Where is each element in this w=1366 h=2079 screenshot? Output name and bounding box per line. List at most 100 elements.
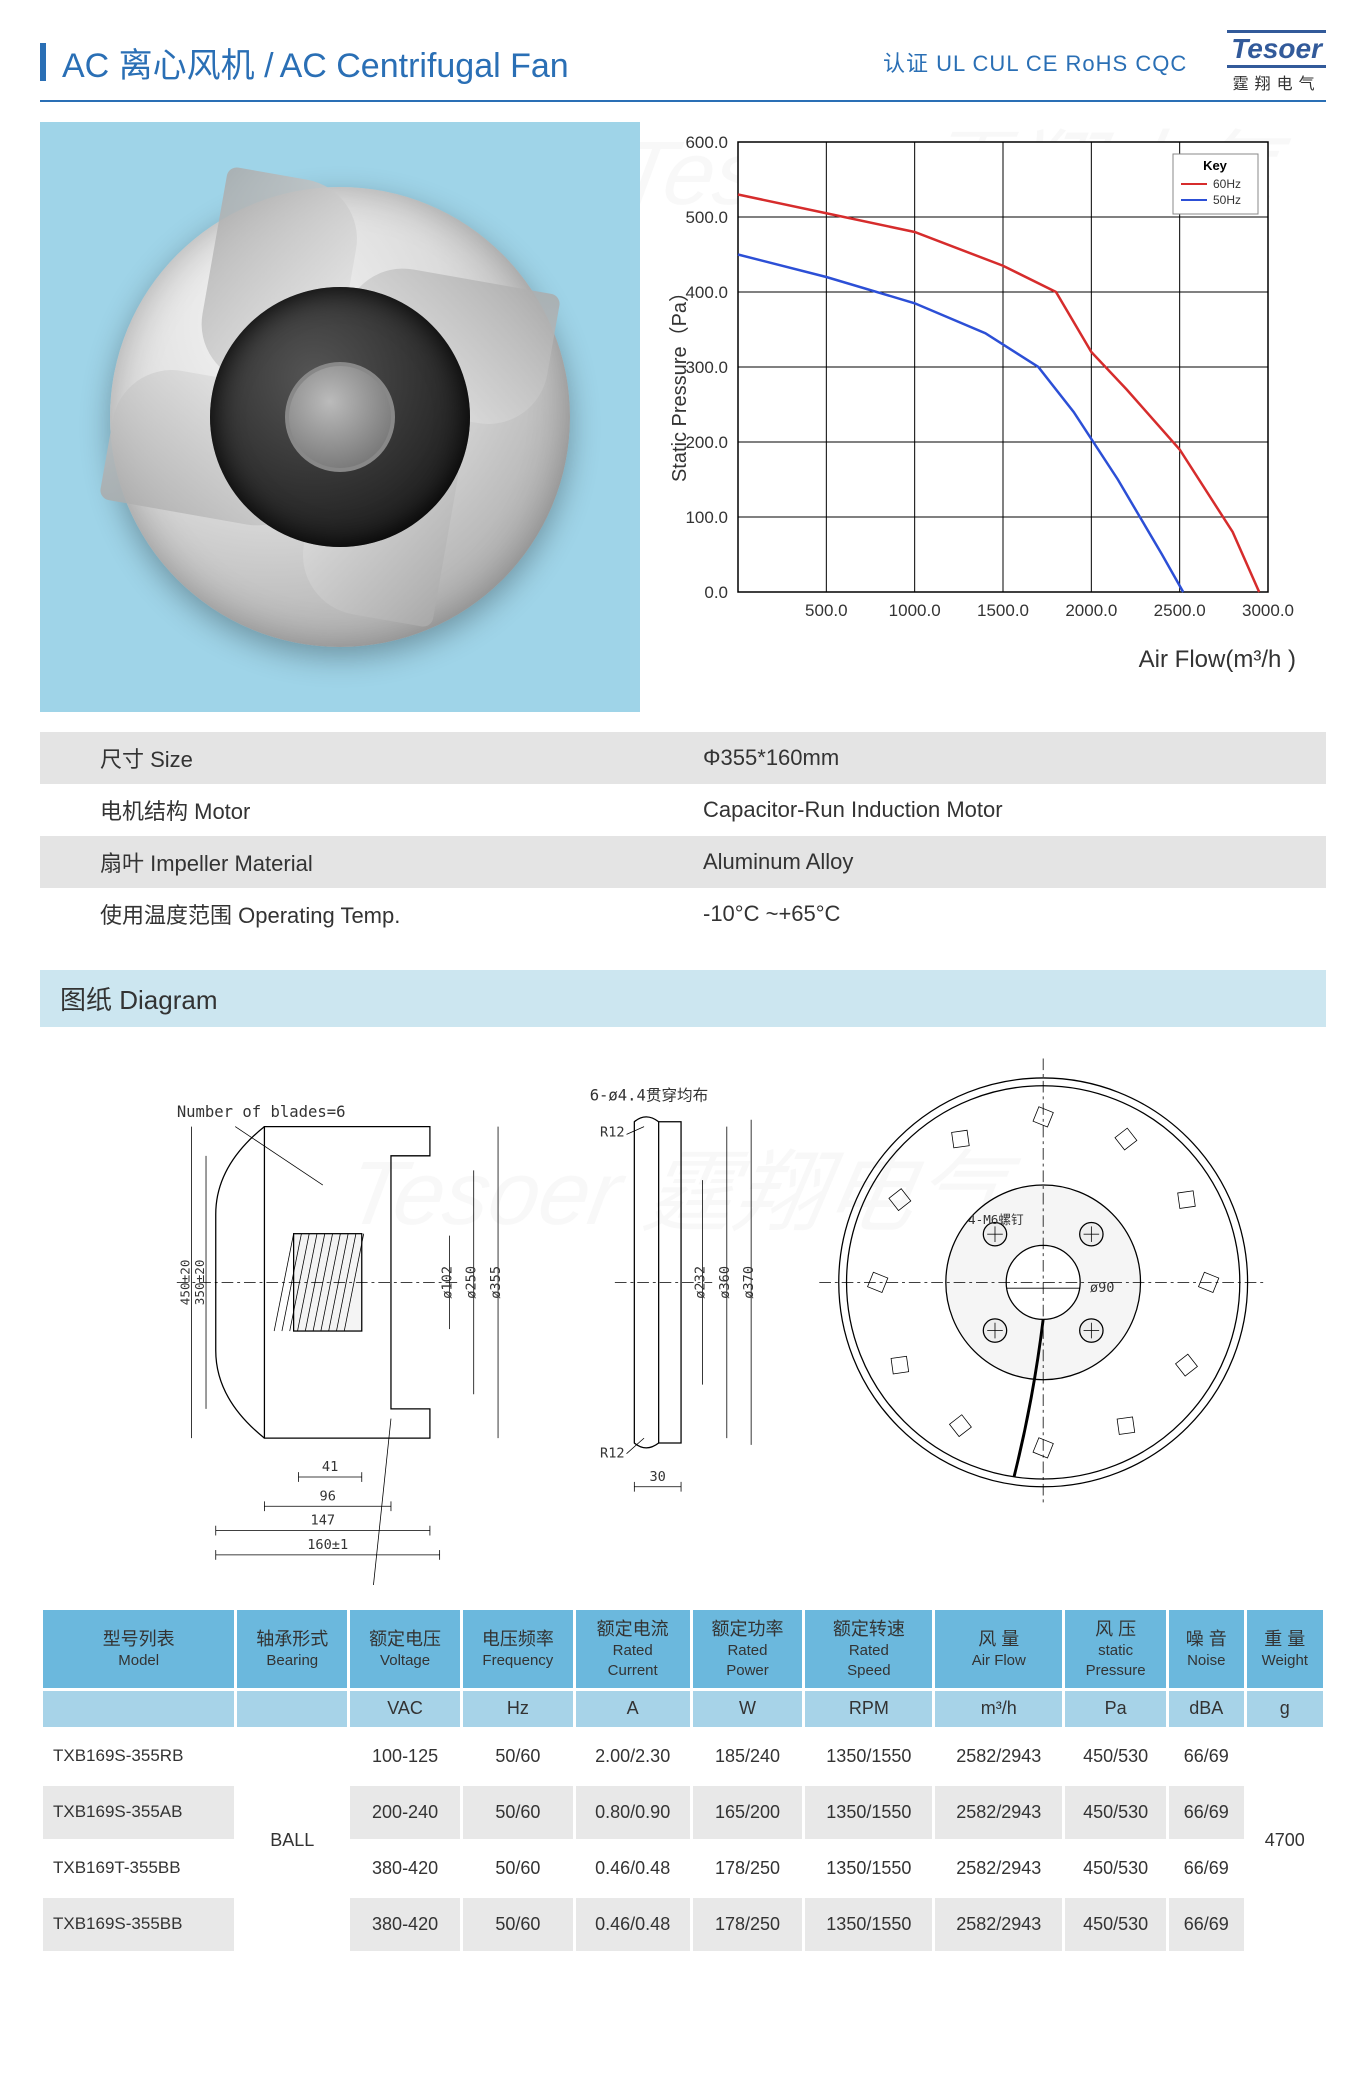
- diagram-area: Number of blades=6ø102ø250ø355450±20350±…: [40, 1027, 1326, 1597]
- svg-text:41: 41: [322, 1460, 338, 1476]
- svg-text:ø232: ø232: [692, 1266, 708, 1299]
- col-unit: W: [693, 1691, 803, 1726]
- col-unit: Hz: [463, 1691, 573, 1726]
- col-unit: VAC: [350, 1691, 460, 1726]
- col-header: 额定功率RatedPower: [693, 1610, 803, 1688]
- value-cell: 50/60: [463, 1730, 573, 1783]
- value-cell: 1350/1550: [805, 1786, 932, 1839]
- svg-text:Key: Key: [1203, 158, 1228, 173]
- spec-value: Capacitor-Run Induction Motor: [683, 784, 1326, 836]
- header: AC 离心风机 / AC Centrifugal Fan 认证 UL CUL C…: [40, 30, 1326, 102]
- svg-text:160±1: 160±1: [307, 1538, 348, 1554]
- svg-text:2500.0: 2500.0: [1154, 601, 1206, 620]
- value-cell: 2582/2943: [935, 1786, 1062, 1839]
- col-unit: m³/h: [935, 1691, 1062, 1726]
- svg-text:R12: R12: [600, 1125, 625, 1141]
- col-unit: Pa: [1065, 1691, 1166, 1726]
- weight-cell: 4700: [1247, 1730, 1323, 1951]
- value-cell: 178/250: [693, 1842, 803, 1895]
- spec-label: 扇叶 Impeller Material: [40, 836, 683, 888]
- value-cell: 0.46/0.48: [576, 1898, 690, 1951]
- title-cn: AC 离心风机 /: [62, 38, 274, 87]
- value-cell: 450/530: [1065, 1898, 1166, 1951]
- svg-text:450±20: 450±20: [177, 1260, 192, 1306]
- title-en: AC Centrifugal Fan: [280, 47, 569, 86]
- svg-text:60Hz: 60Hz: [1213, 177, 1241, 191]
- svg-text:500.0: 500.0: [805, 601, 848, 620]
- logo: Tesoer 霆翔电气: [1227, 30, 1326, 94]
- svg-text:4-M6螺钉: 4-M6螺钉: [968, 1212, 1024, 1227]
- certifications: 认证 UL CUL CE RoHS CQC: [883, 46, 1187, 78]
- value-cell: 66/69: [1169, 1898, 1244, 1951]
- col-unit: dBA: [1169, 1691, 1244, 1726]
- spec-label: 使用温度范围 Operating Temp.: [40, 888, 683, 940]
- logo-sub: 霆翔电气: [1233, 70, 1321, 94]
- spec-label: 电机结构 Motor: [40, 784, 683, 836]
- value-cell: 66/69: [1169, 1786, 1244, 1839]
- col-unit: RPM: [805, 1691, 932, 1726]
- value-cell: 450/530: [1065, 1786, 1166, 1839]
- diagram-heading: 图纸 Diagram: [40, 970, 1326, 1027]
- value-cell: 380-420: [350, 1898, 460, 1951]
- col-header: 额定电压Voltage: [350, 1610, 460, 1688]
- col-header: 电压频率Frequency: [463, 1610, 573, 1688]
- spec-label: 尺寸 Size: [40, 732, 683, 784]
- svg-text:30: 30: [649, 1469, 665, 1485]
- value-cell: 1350/1550: [805, 1730, 932, 1783]
- svg-text:ø250: ø250: [464, 1266, 480, 1299]
- svg-text:6-ø4.4贯穿均布: 6-ø4.4贯穿均布: [590, 1087, 708, 1105]
- value-cell: 66/69: [1169, 1730, 1244, 1783]
- svg-text:50Hz: 50Hz: [1213, 193, 1241, 207]
- col-unit: A: [576, 1691, 690, 1726]
- svg-text:300.0: 300.0: [685, 358, 728, 377]
- col-unit: [43, 1691, 234, 1726]
- value-cell: 100-125: [350, 1730, 460, 1783]
- spec-value: -10°C ~+65°C: [683, 888, 1326, 940]
- svg-text:Number of blades=6: Number of blades=6: [177, 1103, 346, 1121]
- spec-table: 尺寸 SizeΦ355*160mm电机结构 MotorCapacitor-Run…: [40, 732, 1326, 940]
- value-cell: 450/530: [1065, 1730, 1166, 1783]
- svg-text:0.0: 0.0: [704, 583, 728, 602]
- svg-text:96: 96: [320, 1489, 336, 1505]
- col-header: 额定电流RatedCurrent: [576, 1610, 690, 1688]
- model-cell: TXB169S-355AB: [43, 1786, 234, 1839]
- value-cell: 0.46/0.48: [576, 1842, 690, 1895]
- model-cell: TXB169S-355BB: [43, 1898, 234, 1951]
- value-cell: 165/200: [693, 1786, 803, 1839]
- value-cell: 2582/2943: [935, 1842, 1062, 1895]
- svg-text:ø102: ø102: [439, 1266, 455, 1299]
- value-cell: 200-240: [350, 1786, 460, 1839]
- performance-chart: 500.01000.01500.02000.02500.03000.00.010…: [660, 122, 1326, 712]
- model-cell: TXB169S-355RB: [43, 1730, 234, 1783]
- value-cell: 1350/1550: [805, 1842, 932, 1895]
- col-unit: g: [1247, 1691, 1323, 1726]
- svg-text:600.0: 600.0: [685, 133, 728, 152]
- spec-value: Φ355*160mm: [683, 732, 1326, 784]
- svg-text:ø360: ø360: [717, 1266, 733, 1299]
- value-cell: 66/69: [1169, 1842, 1244, 1895]
- col-header: 风 压staticPressure: [1065, 1610, 1166, 1688]
- svg-text:ø370: ø370: [741, 1266, 757, 1299]
- chart-xlabel: Air Flow(m³/h ): [1139, 646, 1296, 674]
- value-cell: 50/60: [463, 1898, 573, 1951]
- svg-text:400.0: 400.0: [685, 283, 728, 302]
- model-cell: TXB169T-355BB: [43, 1842, 234, 1895]
- svg-text:500.0: 500.0: [685, 208, 728, 227]
- col-header: 额定转速RatedSpeed: [805, 1610, 932, 1688]
- logo-main: Tesoer: [1227, 30, 1326, 68]
- svg-text:350±20: 350±20: [192, 1260, 207, 1306]
- value-cell: 178/250: [693, 1898, 803, 1951]
- svg-text:100.0: 100.0: [685, 508, 728, 527]
- value-cell: 2.00/2.30: [576, 1730, 690, 1783]
- value-cell: 450/530: [1065, 1842, 1166, 1895]
- svg-text:Static Pressure（Pa）: Static Pressure（Pa）: [668, 282, 691, 482]
- col-header: 风 量Air Flow: [935, 1610, 1062, 1688]
- value-cell: 50/60: [463, 1786, 573, 1839]
- value-cell: 0.80/0.90: [576, 1786, 690, 1839]
- value-cell: 50/60: [463, 1842, 573, 1895]
- svg-text:3000.0: 3000.0: [1242, 601, 1294, 620]
- svg-text:1000.0: 1000.0: [889, 601, 941, 620]
- value-cell: 2582/2943: [935, 1730, 1062, 1783]
- value-cell: 380-420: [350, 1842, 460, 1895]
- col-header: 轴承形式Bearing: [237, 1610, 347, 1688]
